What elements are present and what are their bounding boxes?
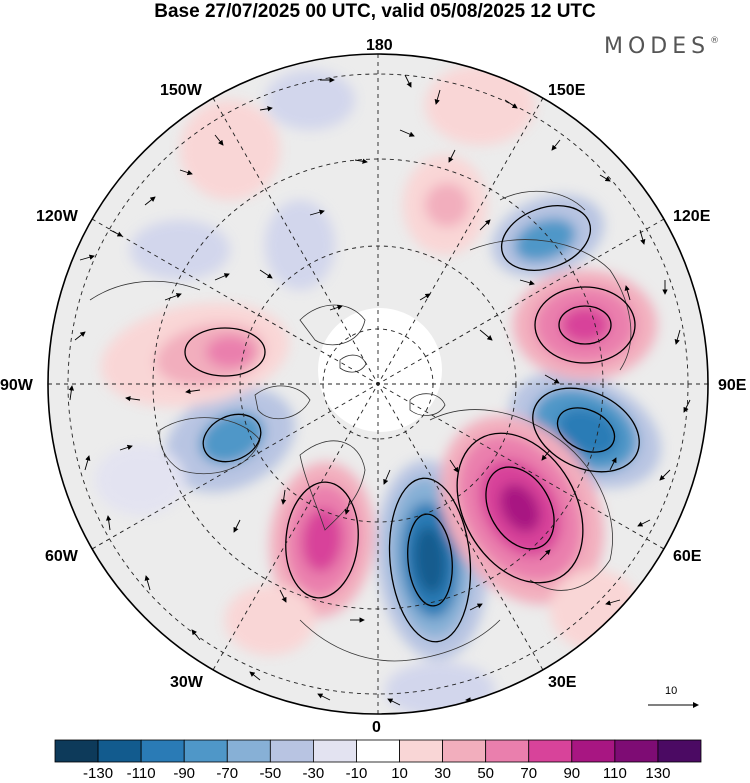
colorbar-tick-label: 70 <box>520 765 538 782</box>
lon-label-180: 180 <box>366 37 393 54</box>
colorbar-tick-label: 90 <box>563 765 581 782</box>
colorbar-tick-label: -130 <box>83 765 114 782</box>
colorbar-tick-label: 110 <box>602 765 627 782</box>
lon-label-0: 0 <box>372 719 381 736</box>
map-border <box>47 53 709 715</box>
colorbar-tick-label: -90 <box>173 765 196 782</box>
colorbar-tick-label: -10 <box>345 765 368 782</box>
colorbar-tick-label: -50 <box>259 765 282 782</box>
colorbar-swatch <box>183 739 228 763</box>
lon-label-90e: 90E <box>718 377 747 394</box>
graticule <box>48 54 708 714</box>
lon-label-150e: 150E <box>548 82 586 99</box>
colorbar-swatch <box>312 739 357 763</box>
contours <box>184 205 640 643</box>
lon-label-30e: 30E <box>548 674 577 691</box>
colorbar-swatch <box>97 739 142 763</box>
colorbar-tick-label: -30 <box>302 765 325 782</box>
colorbar-swatch <box>657 739 702 763</box>
colorbar-tick-label: -110 <box>126 765 156 782</box>
lon-label-90w: 90W <box>0 377 33 394</box>
lon-label-60w: 60W <box>45 548 78 565</box>
map-title: Base 27/07/2025 00 UTC, valid 05/08/2025… <box>154 1 596 22</box>
colorbar-swatch <box>528 739 573 763</box>
colorbar-swatch <box>614 739 659 763</box>
map-disk <box>48 54 708 714</box>
colorbar <box>54 739 702 763</box>
reference-vector-label: 10 <box>665 685 678 697</box>
lon-label-120e: 120E <box>673 208 711 225</box>
colorbar-swatch <box>356 739 400 763</box>
colorbar-tick-label: 30 <box>434 765 451 782</box>
lon-label-60e: 60E <box>673 548 702 565</box>
lon-label-150w: 150W <box>160 82 202 99</box>
colorbar-swatch <box>571 739 616 763</box>
colorbar-swatch <box>226 739 271 763</box>
colorbar-swatch <box>269 739 314 763</box>
lon-label-30w: 30W <box>170 674 203 691</box>
modes-logo: MODES® <box>604 34 720 59</box>
colorbar-tick-label: -70 <box>216 765 239 782</box>
colorbar-swatch <box>442 739 487 763</box>
lon-label-120w: 120W <box>36 208 78 225</box>
colorbar-swatch <box>485 739 530 763</box>
colorbar-swatch <box>140 739 185 763</box>
colorbar-tick-label: 130 <box>645 765 671 782</box>
colorbar-swatch <box>54 739 99 763</box>
colorbar-tick-label: 10 <box>391 765 408 782</box>
colorbar-swatch <box>399 739 443 763</box>
colorbar-tick-label: 50 <box>477 765 494 782</box>
